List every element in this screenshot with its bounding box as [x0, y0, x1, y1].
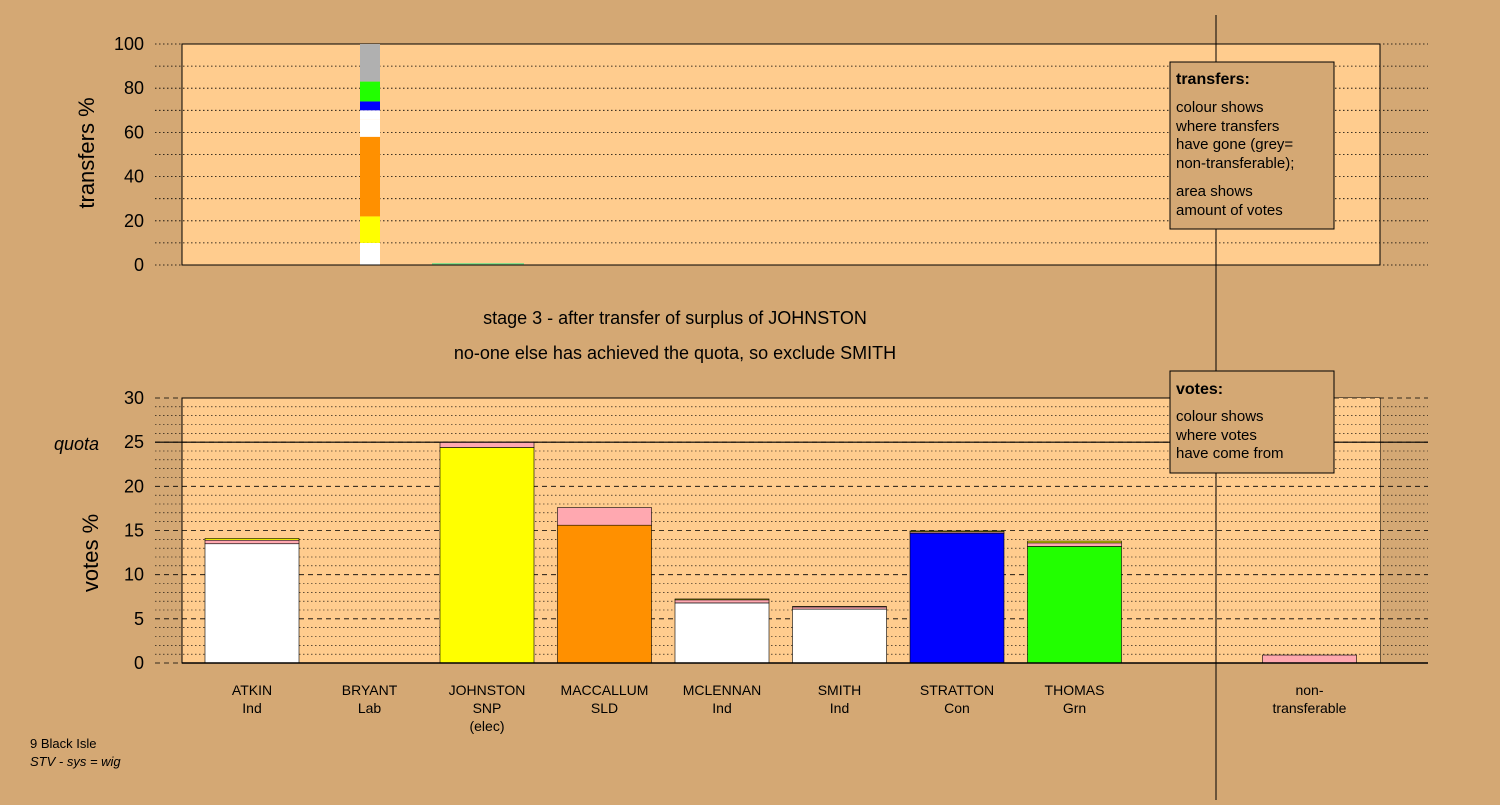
- transfer-segment: [360, 101, 380, 110]
- vote-segment: [675, 599, 769, 600]
- candidate-label: MACCALLUM: [561, 682, 649, 698]
- vote-segment: [205, 540, 299, 544]
- transfer-segment: [360, 110, 380, 119]
- candidate-label: THOMAS: [1045, 682, 1105, 698]
- quota-label: quota: [54, 434, 99, 454]
- transfers-legend-line: amount of votes: [1176, 202, 1283, 219]
- votes-y-ticks: 0 5 10 15 20 25 30: [124, 388, 144, 673]
- vote-segment: [440, 442, 534, 447]
- votes-y-tick: 30: [124, 388, 144, 408]
- votes-legend-line: colour shows: [1176, 408, 1264, 425]
- candidate-label: Grn: [1063, 700, 1086, 716]
- transfers-legend-title: transfers:: [1176, 71, 1250, 88]
- votes-y-tick: 25: [124, 432, 144, 452]
- vote-segment: [440, 447, 534, 663]
- votes-legend: votes: colour shows where votes have com…: [1170, 371, 1334, 473]
- transfers-legend-line: non-transferable);: [1176, 155, 1294, 172]
- transfers-y-tick: 60: [124, 122, 144, 142]
- candidate-label: BRYANT: [342, 682, 398, 698]
- candidate-label: MCLENNAN: [683, 682, 762, 698]
- candidate-label: JOHNSTON: [449, 682, 526, 698]
- vote-segment: [1028, 546, 1122, 663]
- stage-message-1: stage 3 - after transfer of surplus of J…: [483, 308, 867, 328]
- vote-segment: [910, 533, 1004, 663]
- votes-y-tick: 20: [124, 476, 144, 496]
- candidate-label: (elec): [469, 718, 504, 734]
- vote-segment: [1263, 655, 1357, 663]
- transfers-legend-line: where transfers: [1175, 118, 1279, 135]
- votes-y-tick: 15: [124, 521, 144, 541]
- vote-segment: [675, 603, 769, 663]
- transfer-segment: [360, 137, 380, 217]
- votes-y-tick: 5: [134, 609, 144, 629]
- candidate-label: Lab: [358, 700, 382, 716]
- transfers-y-tick: 20: [124, 211, 144, 231]
- transfers-legend-line: area shows: [1176, 183, 1253, 200]
- candidate-label: ATKIN: [232, 682, 272, 698]
- candidate-label: transferable: [1273, 700, 1347, 716]
- transfer-segment: [360, 119, 380, 137]
- votes-y-tick: 0: [134, 653, 144, 673]
- transfer-segment: [360, 44, 380, 82]
- vote-segment: [1028, 541, 1122, 543]
- vote-segment: [793, 607, 887, 609]
- ward-name: 9 Black Isle: [30, 736, 96, 751]
- vote-segment: [558, 525, 652, 663]
- transfers-y-tick: 0: [134, 255, 144, 275]
- votes-legend-line: where votes: [1175, 427, 1257, 444]
- candidate-label: Ind: [712, 700, 731, 716]
- transfers-y-ticks: 0 20 40 60 80 100: [114, 34, 144, 275]
- votes-y-tick: 10: [124, 565, 144, 585]
- votes-legend-line: have come from: [1176, 445, 1284, 462]
- transfer-segment: [360, 82, 380, 102]
- vote-segment: [910, 531, 1004, 532]
- transfers-legend-line: have gone (grey=: [1176, 136, 1293, 153]
- candidate-label: non-: [1295, 682, 1323, 698]
- transfers-legend: transfers: colour shows where transfers …: [1170, 62, 1334, 229]
- candidate-label: Con: [944, 700, 970, 716]
- stage-message-2: no-one else has achieved the quota, so e…: [454, 343, 896, 363]
- candidate-labels: ATKIN Ind BRYANT Lab JOHNSTON SNP (elec) MACCAL…: [232, 682, 1347, 734]
- candidate-label: STRATTON: [920, 682, 994, 698]
- votes-axis-title: votes %: [78, 514, 103, 592]
- stv-system: STV - sys = wig: [30, 754, 121, 769]
- transfers-y-tick: 80: [124, 78, 144, 98]
- votes-legend-title: votes:: [1176, 381, 1223, 398]
- candidate-label: SLD: [591, 700, 618, 716]
- transfer-segment: [360, 216, 380, 243]
- vote-segment: [558, 508, 652, 526]
- transfers-y-tick: 100: [114, 34, 144, 54]
- candidate-label: Ind: [830, 700, 849, 716]
- vote-segment: [205, 544, 299, 663]
- candidate-label: Ind: [242, 700, 261, 716]
- transfers-y-tick: 40: [124, 167, 144, 187]
- vote-segment: [1028, 543, 1122, 547]
- vote-segment: [793, 609, 887, 663]
- vote-segment: [675, 600, 769, 603]
- transfers-legend-line: colour shows: [1176, 99, 1264, 116]
- transfers-axis-title: transfers %: [74, 97, 99, 208]
- transfer-segment: [360, 243, 380, 265]
- candidate-label: SNP: [473, 700, 502, 716]
- vote-segment: [205, 538, 299, 540]
- candidate-label: SMITH: [818, 682, 862, 698]
